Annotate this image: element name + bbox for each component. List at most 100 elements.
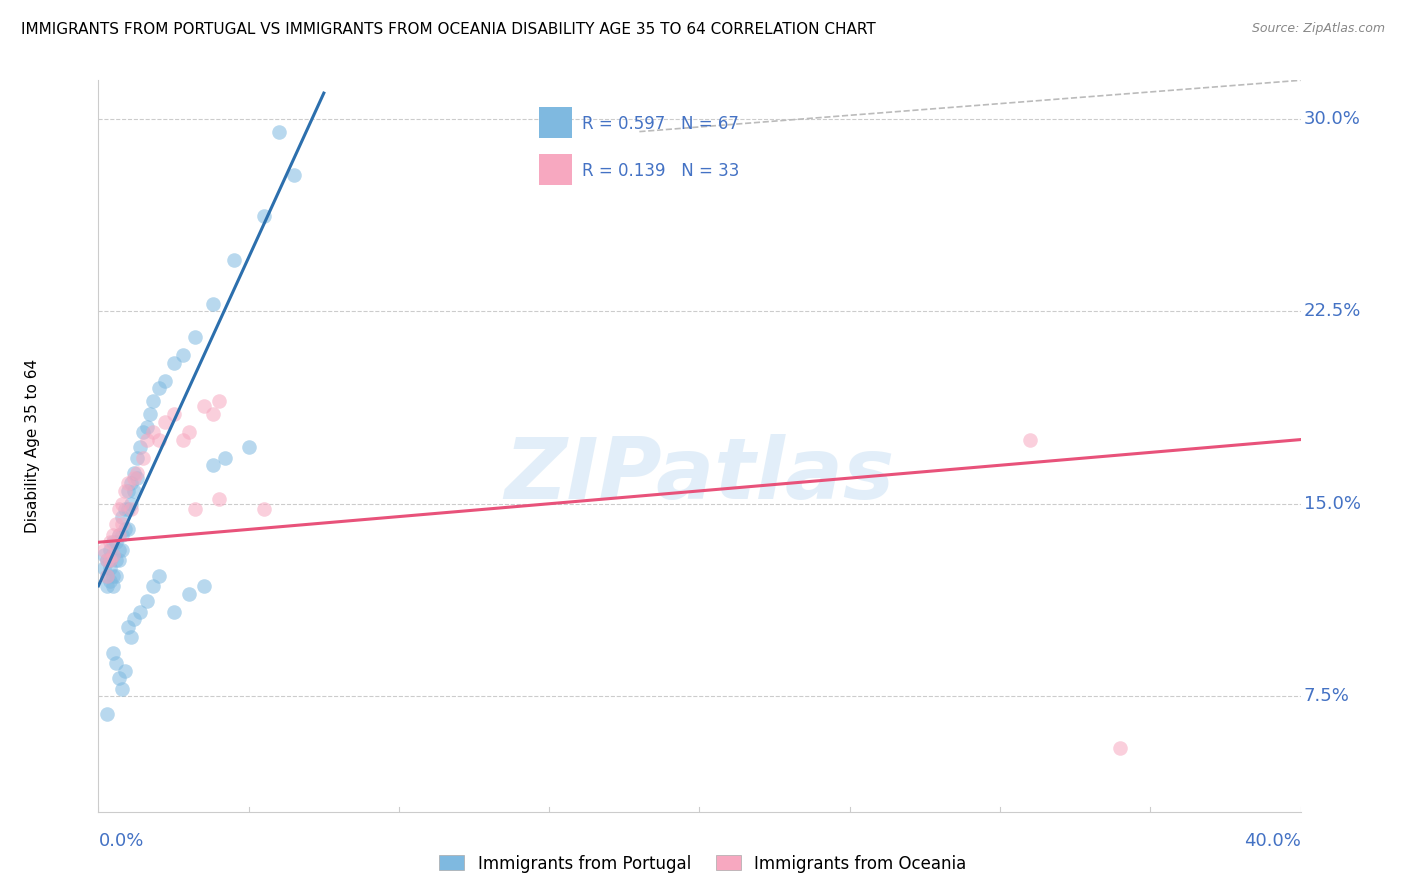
Point — [100, 574, 122, 588]
Point — [103, 535, 125, 549]
Point — [201, 296, 224, 310]
Point — [141, 579, 163, 593]
Point — [96, 568, 118, 582]
Point — [162, 605, 184, 619]
Point — [93, 548, 115, 562]
Point — [117, 483, 139, 498]
Point — [129, 440, 152, 454]
Text: 22.5%: 22.5% — [1303, 302, 1361, 320]
Point — [201, 407, 224, 421]
Point — [117, 523, 139, 537]
Point — [105, 568, 128, 582]
Text: Disability Age 35 to 64: Disability Age 35 to 64 — [25, 359, 39, 533]
Point — [96, 707, 118, 722]
Point — [121, 630, 143, 644]
Point — [111, 509, 134, 524]
Point — [111, 497, 134, 511]
Point — [132, 450, 155, 465]
Point — [172, 348, 194, 362]
Point — [105, 535, 128, 549]
Point — [93, 543, 115, 558]
Point — [103, 548, 125, 562]
Point — [127, 471, 149, 485]
Point — [96, 568, 118, 582]
Point — [124, 612, 146, 626]
Point — [108, 543, 131, 558]
Point — [108, 527, 131, 541]
Point — [238, 440, 260, 454]
Text: 30.0%: 30.0% — [1303, 110, 1361, 128]
Point — [103, 579, 125, 593]
Point — [111, 681, 134, 696]
Point — [121, 497, 143, 511]
Point — [162, 355, 184, 369]
Point — [183, 330, 205, 344]
Point — [222, 252, 245, 267]
Point — [127, 466, 149, 480]
Point — [96, 579, 118, 593]
Point — [96, 553, 118, 567]
Point — [148, 568, 170, 582]
Point — [105, 553, 128, 567]
Point — [114, 501, 136, 516]
Point — [103, 527, 125, 541]
Point — [117, 620, 139, 634]
Point — [108, 501, 131, 516]
Point — [103, 548, 125, 562]
Text: 7.5%: 7.5% — [1303, 687, 1350, 706]
Point — [108, 553, 131, 567]
Point — [183, 501, 205, 516]
Point — [111, 543, 134, 558]
Point — [114, 523, 136, 537]
Text: 15.0%: 15.0% — [1303, 495, 1361, 513]
Point — [100, 553, 122, 567]
Text: Source: ZipAtlas.com: Source: ZipAtlas.com — [1251, 22, 1385, 36]
Legend: Immigrants from Portugal, Immigrants from Oceania: Immigrants from Portugal, Immigrants fro… — [433, 848, 973, 880]
Point — [129, 605, 152, 619]
Point — [283, 168, 305, 182]
Point — [100, 553, 122, 567]
Point — [111, 517, 134, 532]
Point — [148, 433, 170, 447]
Point — [214, 450, 236, 465]
Point — [121, 476, 143, 491]
Point — [103, 646, 125, 660]
Point — [267, 125, 290, 139]
Point — [121, 501, 143, 516]
Point — [124, 483, 146, 498]
Point — [193, 399, 215, 413]
Point — [105, 656, 128, 670]
Point — [135, 419, 157, 434]
Point — [177, 425, 200, 439]
Point — [1109, 740, 1132, 755]
Point — [111, 527, 134, 541]
Point — [132, 425, 155, 439]
Point — [1019, 433, 1042, 447]
Text: ZIPatlas: ZIPatlas — [505, 434, 894, 516]
Text: 40.0%: 40.0% — [1244, 832, 1301, 850]
Point — [135, 433, 157, 447]
Point — [117, 476, 139, 491]
Text: IMMIGRANTS FROM PORTUGAL VS IMMIGRANTS FROM OCEANIA DISABILITY AGE 35 TO 64 CORR: IMMIGRANTS FROM PORTUGAL VS IMMIGRANTS F… — [21, 22, 876, 37]
Point — [138, 407, 160, 421]
Point — [117, 501, 139, 516]
Text: 0.0%: 0.0% — [98, 832, 143, 850]
Point — [100, 543, 122, 558]
Point — [124, 471, 146, 485]
Point — [105, 517, 128, 532]
Point — [127, 450, 149, 465]
Point — [96, 553, 118, 567]
Point — [153, 374, 176, 388]
Point — [253, 501, 276, 516]
Point — [153, 415, 176, 429]
Point — [172, 433, 194, 447]
Point — [253, 209, 276, 223]
Point — [177, 586, 200, 600]
Point — [108, 527, 131, 541]
Point — [103, 568, 125, 582]
Point — [208, 394, 231, 409]
Point — [93, 561, 115, 575]
Point — [100, 535, 122, 549]
Point — [114, 664, 136, 678]
Point — [193, 579, 215, 593]
